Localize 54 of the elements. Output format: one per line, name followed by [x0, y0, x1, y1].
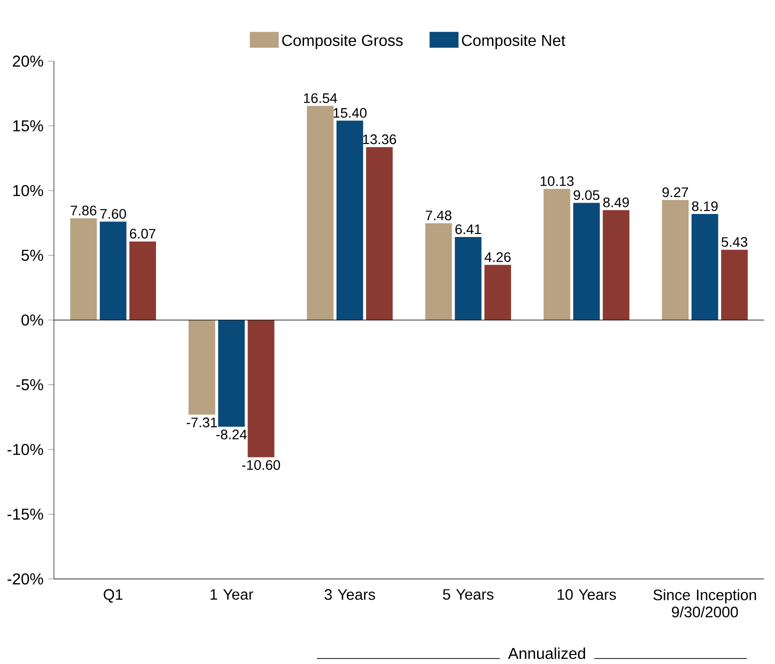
- bar: [100, 222, 126, 320]
- y-tick-label: -5%: [16, 379, 44, 390]
- data-label: 4.26: [484, 252, 511, 262]
- x-tick-label: 1 Year: [210, 589, 254, 600]
- data-label: 16.54: [304, 93, 338, 104]
- data-label: 9.27: [662, 188, 688, 198]
- legend-label: Composite Net: [462, 34, 566, 50]
- data-label: -7.31: [186, 418, 217, 428]
- data-label: 7.60: [100, 209, 126, 219]
- data-label: 6.07: [130, 228, 156, 239]
- bar: [721, 250, 748, 320]
- y-tick-label: 10%: [13, 185, 44, 196]
- bar: [454, 237, 482, 320]
- y-tick-label: -10%: [8, 444, 44, 456]
- bar: [129, 242, 156, 320]
- bar: [218, 320, 245, 427]
- y-tick-label: 20%: [12, 56, 44, 67]
- data-label: 8.49: [603, 198, 629, 208]
- bar: [248, 320, 274, 458]
- data-label: 10.13: [540, 176, 574, 186]
- data-label: -8.24: [216, 430, 247, 440]
- bar: [306, 106, 334, 320]
- bar: [70, 218, 97, 320]
- x-tick-label: Q1: [104, 589, 122, 603]
- text: Annualized: [508, 648, 586, 660]
- data-label: 6.41: [455, 224, 481, 234]
- y-tick-label: -15%: [8, 508, 44, 520]
- x-tick-label: Since Inception 9/30/2000: [653, 589, 756, 618]
- data-label: -10.60: [242, 460, 280, 470]
- bar: [662, 200, 689, 320]
- data-label: 5.43: [722, 237, 748, 247]
- bar: [544, 189, 570, 320]
- data-label: 7.86: [70, 206, 96, 216]
- x-tick-label: 3 Years: [324, 589, 376, 600]
- data-label: 8.19: [692, 201, 718, 212]
- y-tick-label: 5%: [22, 250, 44, 261]
- x-tick-label: 10 Years: [558, 589, 616, 600]
- data-label: 7.48: [426, 210, 452, 220]
- bar: [573, 203, 600, 320]
- y-tick-label: -20%: [8, 573, 44, 585]
- legend-label: Composite Gross: [282, 34, 403, 50]
- y-tick-label: 15%: [13, 120, 44, 132]
- bar: [188, 320, 216, 415]
- bar: [602, 210, 630, 320]
- bar: [366, 147, 393, 320]
- data-label: 15.40: [334, 108, 367, 118]
- data-label: 9.05: [574, 190, 600, 200]
- bar: [425, 223, 452, 320]
- bar: [692, 214, 718, 320]
- y-tick-label: 0%: [21, 314, 44, 326]
- bar: [484, 265, 512, 320]
- data-label: 13.36: [363, 134, 396, 144]
- x-tick-label: 5 Years: [442, 589, 494, 600]
- bar: [336, 120, 364, 320]
